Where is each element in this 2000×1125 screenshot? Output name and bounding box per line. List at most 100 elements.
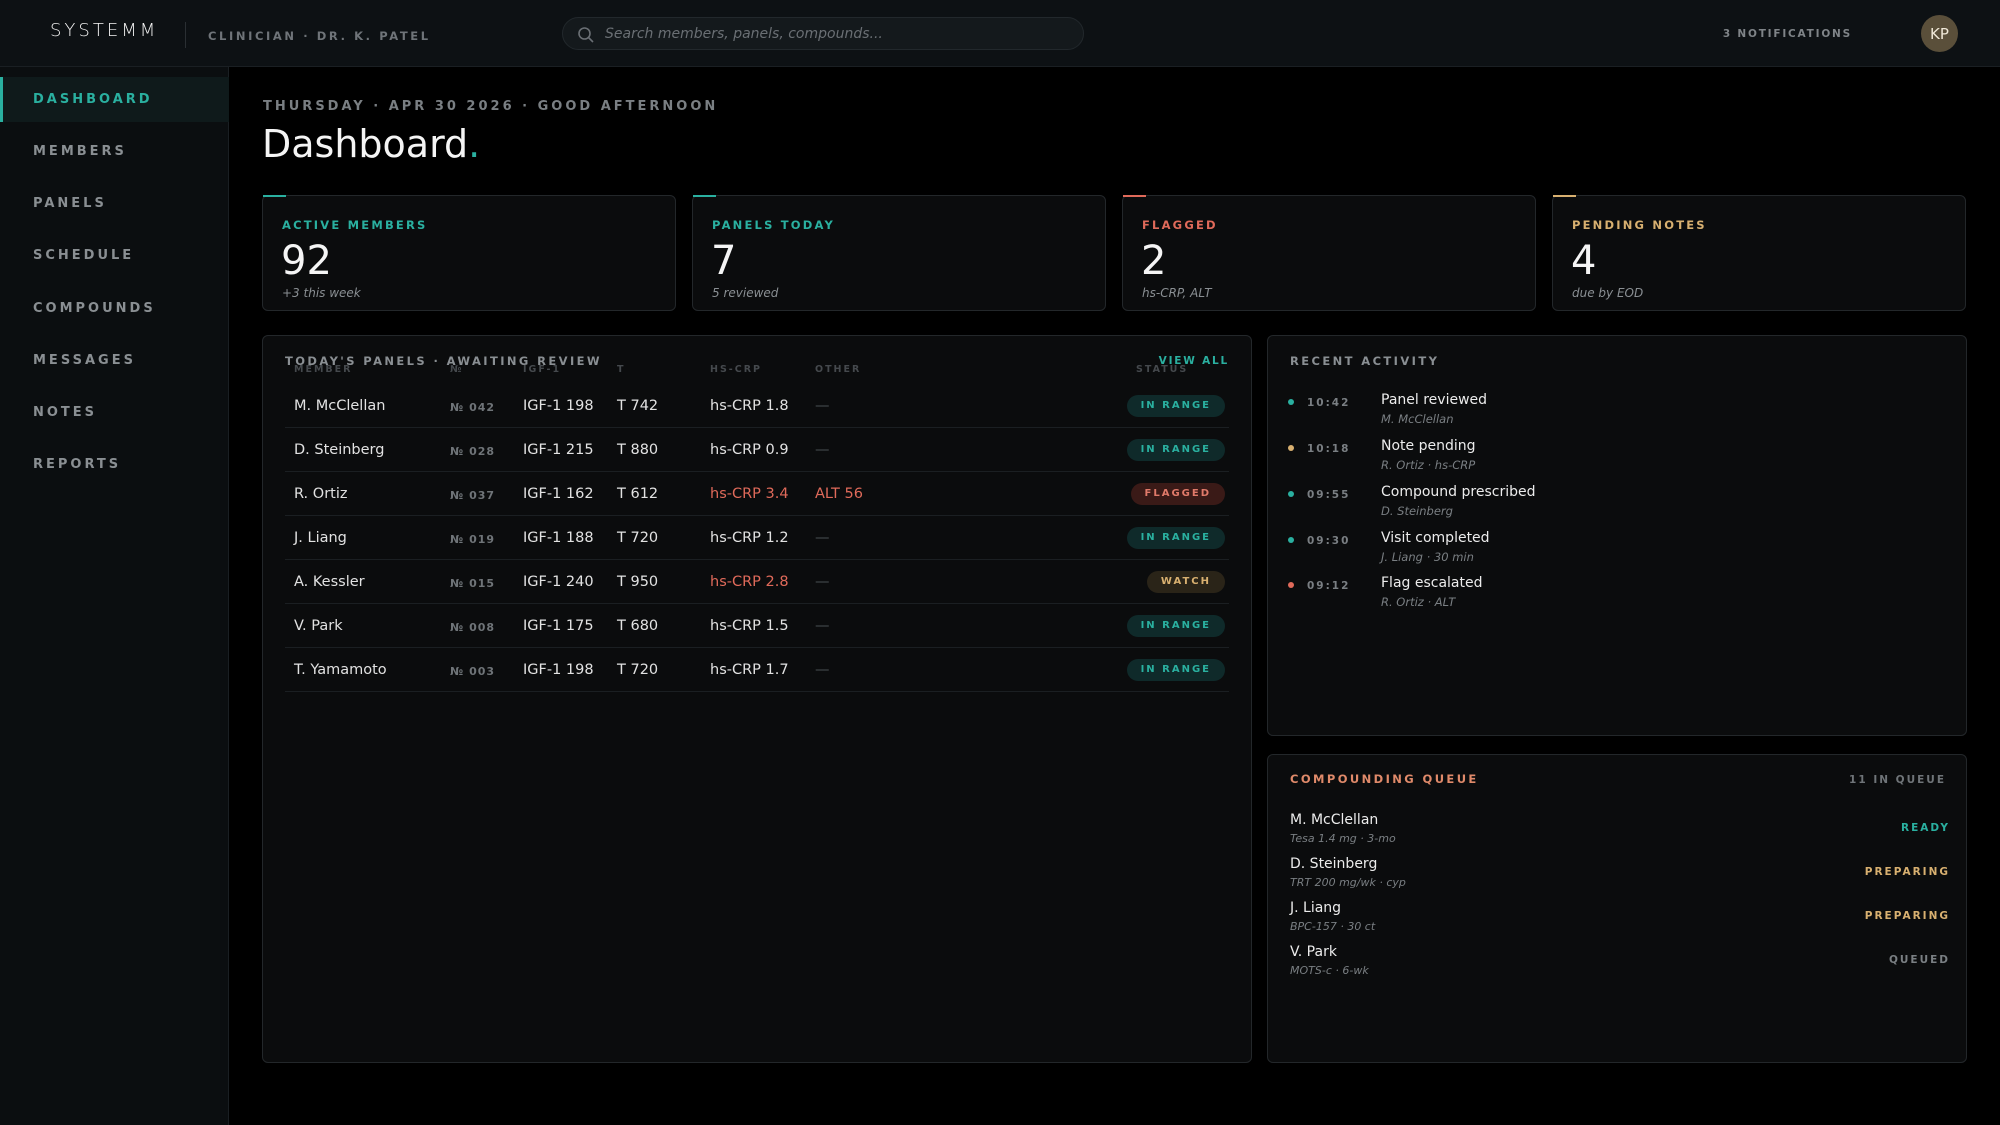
igf-value: IGF-1 162 xyxy=(523,486,594,502)
igf-value: IGF-1 215 xyxy=(523,442,594,458)
queue-compound: MOTS-c · 6-wk xyxy=(1290,964,1369,977)
column-header-member: MEMBER xyxy=(294,364,353,375)
sidebar-item-panels[interactable]: PANELS xyxy=(33,196,107,211)
stat-card-active-members[interactable]: ACTIVE MEMBERS 92 +3 this week xyxy=(262,195,676,311)
queue-member: D. Steinberg xyxy=(1290,856,1378,872)
activity-detail: M. McClellan xyxy=(1381,412,1454,426)
activity-item[interactable]: 10:42 Panel reviewed M. McClellan xyxy=(1288,391,1948,431)
stat-card-pending-notes[interactable]: PENDING NOTES 4 due by EOD xyxy=(1552,195,1966,311)
clinician-label: CLINICIAN · DR. K. PATEL xyxy=(208,29,431,43)
queue-status: READY xyxy=(1901,822,1950,834)
queue-member: V. Park xyxy=(1290,944,1337,960)
app-logo[interactable]: SYSTEMM xyxy=(50,20,159,41)
sidebar-item-notes[interactable]: NOTES xyxy=(33,405,98,420)
status-dot xyxy=(1288,491,1294,497)
column-header-hscrp: HS-CRP xyxy=(710,364,762,375)
card-title: COMPOUNDING QUEUE xyxy=(1290,772,1479,786)
hscrp-value: hs-CRP 1.5 xyxy=(710,618,789,634)
status-badge: WATCH xyxy=(1146,571,1225,593)
sidebar-item-messages[interactable]: MESSAGES xyxy=(33,353,136,368)
activity-detail: R. Ortiz · ALT xyxy=(1381,595,1456,609)
stat-subtext: 5 reviewed xyxy=(712,286,779,300)
sidebar-item-members[interactable]: MEMBERS xyxy=(33,144,127,159)
activity-item[interactable]: 10:18 Note pending R. Ortiz · hs-CRP xyxy=(1288,437,1948,477)
sidebar: DASHBOARD MEMBERS PANELS SCHEDULE COMPOU… xyxy=(0,67,229,1125)
activity-detail: J. Liang · 30 min xyxy=(1381,550,1474,564)
member-number: № 028 xyxy=(450,445,496,458)
notifications-link[interactable]: 3 NOTIFICATIONS xyxy=(1722,28,1852,40)
table-row[interactable]: J. Liang № 019 IGF-1 188 T 720 hs-CRP 1.… xyxy=(285,516,1229,560)
table-row[interactable]: D. Steinberg № 028 IGF-1 215 T 880 hs-CR… xyxy=(285,428,1229,472)
table-row[interactable]: M. McClellan № 042 IGF-1 198 T 742 hs-CR… xyxy=(285,384,1229,428)
sidebar-item-dashboard[interactable]: DASHBOARD xyxy=(0,77,229,122)
hscrp-value: hs-CRP 0.9 xyxy=(710,442,789,458)
table-row[interactable]: T. Yamamoto № 003 IGF-1 198 T 720 hs-CRP… xyxy=(285,648,1229,692)
hscrp-value: hs-CRP 2.8 xyxy=(710,574,789,590)
status-badge: IN RANGE xyxy=(1126,439,1225,461)
activity-title: Compound prescribed xyxy=(1381,484,1536,500)
todays-panels-card: MEMBER № IGF-1 T HS-CRP OTHER STATUS TOD… xyxy=(262,335,1252,1063)
status-dot xyxy=(1288,582,1294,588)
hscrp-value: hs-CRP 3.4 xyxy=(710,486,789,502)
status-badge: IN RANGE xyxy=(1126,527,1225,549)
activity-title: Flag escalated xyxy=(1381,575,1483,591)
stat-accent xyxy=(263,195,286,197)
activity-time: 10:42 xyxy=(1307,397,1351,409)
view-all-link[interactable]: VIEW ALL xyxy=(1158,355,1229,367)
member-number: № 015 xyxy=(450,577,496,590)
column-header-igf: IGF-1 xyxy=(523,364,562,375)
status-badge: IN RANGE xyxy=(1126,615,1225,637)
other-value: — xyxy=(815,442,830,458)
member-name: M. McClellan xyxy=(294,398,386,414)
stat-value: 2 xyxy=(1141,238,1167,284)
card-title: RECENT ACTIVITY xyxy=(1290,354,1440,368)
table-row[interactable]: A. Kessler № 015 IGF-1 240 T 950 hs-CRP … xyxy=(285,560,1229,604)
t-value: T 680 xyxy=(617,618,659,634)
sidebar-item-compounds[interactable]: COMPOUNDS xyxy=(33,301,156,316)
search-input[interactable]: Search members, panels, compounds... xyxy=(562,17,1084,50)
divider xyxy=(185,22,186,48)
activity-item[interactable]: 09:12 Flag escalated R. Ortiz · ALT xyxy=(1288,574,1948,614)
stat-subtext: due by EOD xyxy=(1572,286,1644,300)
activity-item[interactable]: 09:55 Compound prescribed D. Steinberg xyxy=(1288,483,1948,523)
stat-subtext: +3 this week xyxy=(282,286,361,300)
member-number: № 019 xyxy=(450,533,496,546)
other-value: — xyxy=(815,574,830,590)
stat-card-flagged[interactable]: FLAGGED 2 hs-CRP, ALT xyxy=(1122,195,1536,311)
page-title: Dashboard. xyxy=(262,122,480,166)
table-row[interactable]: R. Ortiz № 037 IGF-1 162 T 612 hs-CRP 3.… xyxy=(285,472,1229,516)
search-placeholder: Search members, panels, compounds... xyxy=(605,26,883,42)
activity-item[interactable]: 09:30 Visit completed J. Liang · 30 min xyxy=(1288,529,1948,569)
t-value: T 612 xyxy=(617,486,659,502)
stat-label: ACTIVE MEMBERS xyxy=(282,218,428,232)
stat-subtext: hs-CRP, ALT xyxy=(1142,286,1212,300)
stat-label: PANELS TODAY xyxy=(712,218,836,232)
queue-compound: Tesa 1.4 mg · 3-mo xyxy=(1290,832,1396,845)
member-name: J. Liang xyxy=(294,530,347,546)
table-row[interactable]: V. Park № 008 IGF-1 175 T 680 hs-CRP 1.5… xyxy=(285,604,1229,648)
queue-count: 11 IN QUEUE xyxy=(1849,774,1946,786)
status-dot xyxy=(1288,399,1294,405)
other-value: ALT 56 xyxy=(815,486,863,502)
queue-status: PREPARING xyxy=(1864,866,1950,878)
queue-item[interactable]: V. Park MOTS-c · 6-wk QUEUED xyxy=(1290,944,1950,984)
sidebar-item-schedule[interactable]: SCHEDULE xyxy=(33,248,135,263)
queue-item[interactable]: D. Steinberg TRT 200 mg/wk · cyp PREPARI… xyxy=(1290,856,1950,896)
stat-accent xyxy=(693,195,716,197)
igf-value: IGF-1 188 xyxy=(523,530,594,546)
compounding-queue-card: COMPOUNDING QUEUE 11 IN QUEUE M. McClell… xyxy=(1267,754,1967,1063)
activity-time: 09:55 xyxy=(1307,489,1351,501)
queue-item[interactable]: M. McClellan Tesa 1.4 mg · 3-mo READY xyxy=(1290,812,1950,852)
queue-item[interactable]: J. Liang BPC-157 · 30 ct PREPARING xyxy=(1290,900,1950,940)
member-number: № 003 xyxy=(450,665,496,678)
hscrp-value: hs-CRP 1.8 xyxy=(710,398,789,414)
status-dot xyxy=(1288,537,1294,543)
sidebar-item-reports[interactable]: REPORTS xyxy=(33,457,122,472)
stat-card-panels-today[interactable]: PANELS TODAY 7 5 reviewed xyxy=(692,195,1106,311)
other-value: — xyxy=(815,618,830,634)
status-badge: IN RANGE xyxy=(1126,395,1225,417)
queue-member: M. McClellan xyxy=(1290,812,1379,828)
queue-compound: BPC-157 · 30 ct xyxy=(1290,920,1376,933)
avatar[interactable]: KP xyxy=(1921,15,1958,52)
stat-accent xyxy=(1553,195,1576,197)
